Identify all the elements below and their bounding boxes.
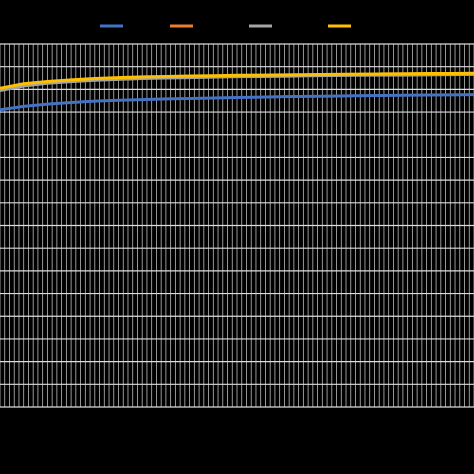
series-line (0, 93, 474, 112)
series-line (0, 71, 474, 90)
